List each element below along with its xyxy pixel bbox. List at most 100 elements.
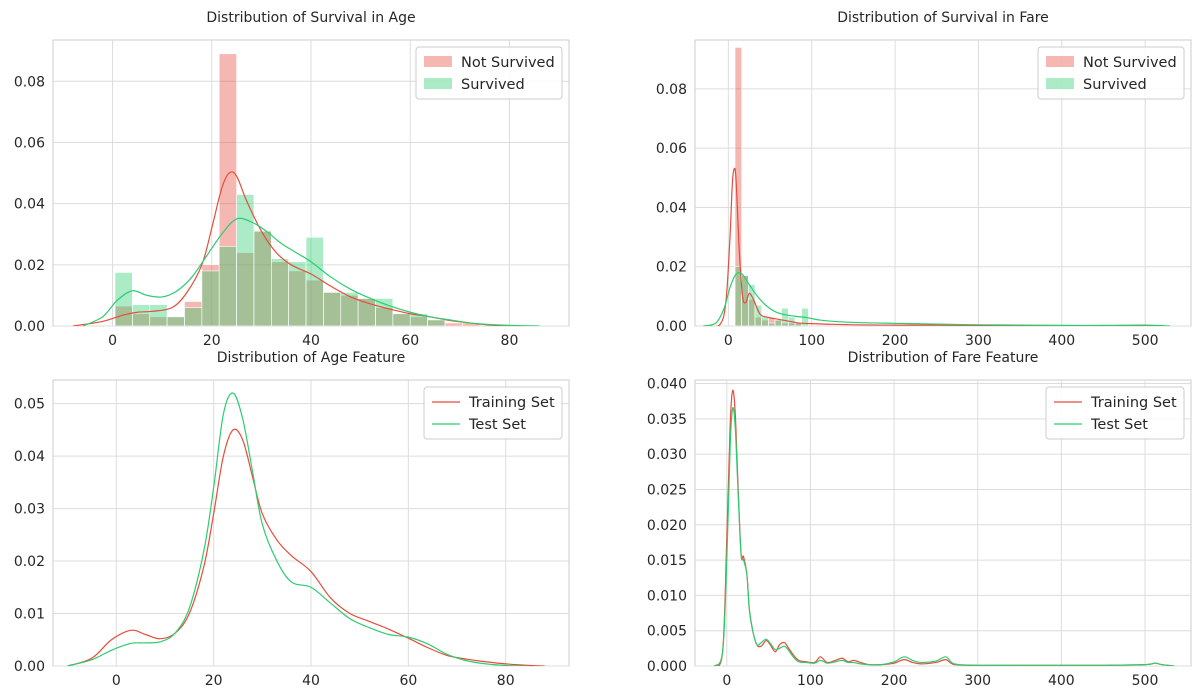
chart-title: Distribution of Survival in Fare [837, 10, 1049, 26]
histogram-bar-survived [427, 319, 446, 326]
plot-marks [67, 392, 545, 666]
y-tick-label: 0.04 [656, 200, 687, 216]
x-tick-label: 60 [399, 673, 417, 689]
plot-marks [713, 389, 1175, 666]
histogram-bar-survived [340, 292, 359, 326]
chart-fare-survival: Distribution of Survival in Fare 0 100 200 3… [656, 10, 1192, 349]
legend: Training Set Test Set [423, 386, 563, 440]
legend-swatch [424, 56, 452, 67]
series-line-training-set [67, 428, 545, 666]
histogram-bar-survived [761, 316, 769, 326]
histogram-bar-survived [288, 261, 307, 326]
legend-box [415, 46, 563, 100]
histogram-bar-survived [774, 319, 782, 326]
legend-swatch [1046, 56, 1074, 67]
legend-label: Test Set [1090, 417, 1148, 433]
chart-age-survival: Distribution of Survival in Age 0 20 40 60 80… [14, 10, 570, 349]
histogram-bar-survived [768, 322, 776, 326]
series-line-test-set [67, 392, 526, 666]
y-tick-label: 0.04 [14, 449, 45, 465]
legend: Not Survived Survived [415, 46, 563, 100]
histogram-bar-survived [375, 298, 394, 326]
y-tick-label: 0.05 [14, 397, 45, 413]
x-tick-label: 0 [108, 333, 117, 349]
x-tick-label: 100 [798, 333, 825, 349]
x-tick-label: 200 [882, 333, 909, 349]
histogram-bar-survived [271, 258, 289, 326]
y-tick-label: 0.06 [14, 135, 45, 151]
x-tick-label: 400 [1048, 673, 1075, 689]
legend-label: Not Survived [1083, 55, 1177, 71]
y-tick-label: 0.02 [14, 554, 45, 570]
histogram-bar-survived [149, 304, 168, 326]
x-tick-label: 500 [1132, 333, 1159, 349]
y-tick-label: 0.04 [14, 197, 45, 213]
chart-title: Distribution of Age Feature [217, 350, 406, 366]
histogram-bar-survived [166, 316, 185, 326]
y-tick-label: 0.020 [647, 518, 687, 534]
y-tick-label: 0.00 [14, 659, 45, 675]
legend-box [1045, 386, 1185, 440]
y-tick-label: 0.02 [14, 258, 45, 274]
legend-label: Survived [1083, 77, 1147, 93]
y-tick-label: 0.03 [14, 502, 45, 518]
y-tick-label: 0.005 [647, 624, 687, 640]
histogram-bar-survived [132, 304, 151, 326]
histogram-bar-survived [305, 236, 324, 326]
x-tick-label: 20 [205, 673, 223, 689]
x-tick-label: 0 [724, 333, 733, 349]
chart-fare-feature: Distribution of Fare Feature 0 100 200 300 40… [647, 350, 1192, 689]
histogram-bar-survived [392, 313, 411, 326]
legend-label: Training Set [468, 395, 555, 411]
y-tick-label: 0.025 [647, 482, 687, 498]
x-tick-label: 80 [497, 673, 515, 689]
y-tick-label: 0.01 [14, 607, 45, 623]
x-tick-label: 100 [797, 673, 824, 689]
legend-label: Not Survived [461, 55, 555, 71]
legend-swatch [424, 78, 452, 89]
y-tick-label: 0.015 [647, 553, 687, 569]
y-tick-label: 0.00 [14, 319, 45, 335]
legend-label: Training Set [1090, 395, 1177, 411]
x-tick-label: 0 [722, 673, 731, 689]
x-tick-label: 300 [964, 673, 991, 689]
x-tick-label: 60 [401, 333, 419, 349]
x-tick-label: 500 [1132, 673, 1159, 689]
chart-age-feature: Distribution of Age Feature 0 20 40 60 80 0.00… [14, 350, 570, 689]
x-tick-label: 40 [302, 333, 320, 349]
histogram-bar-survived [236, 194, 255, 326]
x-tick-label: 200 [881, 673, 908, 689]
x-tick-label: 400 [1048, 333, 1075, 349]
chart-title: Distribution of Survival in Age [206, 10, 415, 26]
y-tick-label: 0.000 [647, 659, 687, 675]
histogram-bar-survived [253, 230, 272, 326]
legend-label: Survived [461, 77, 525, 93]
x-tick-label: 20 [203, 333, 221, 349]
legend-label: Test Set [468, 417, 526, 433]
y-tick-label: 0.02 [656, 260, 687, 276]
legend-box [1037, 46, 1185, 100]
y-tick-label: 0.010 [647, 588, 687, 604]
legend: Not Survived Survived [1037, 46, 1185, 100]
x-tick-label: 0 [112, 673, 121, 689]
x-tick-label: 80 [501, 333, 519, 349]
x-tick-label: 40 [302, 673, 320, 689]
chart-title: Distribution of Fare Feature [848, 350, 1039, 366]
kde-line-survived [82, 217, 540, 326]
histogram-bar-survived [323, 292, 342, 326]
histogram-bar-survived [114, 272, 133, 326]
histogram-bar-survived [201, 270, 220, 326]
y-tick-label: 0.06 [656, 141, 687, 157]
plot-marks [703, 47, 1171, 326]
y-tick-label: 0.08 [656, 82, 687, 98]
histogram-bar-survived [218, 246, 237, 326]
y-tick-label: 0.035 [647, 412, 687, 428]
plot-marks [72, 53, 540, 326]
y-tick-label: 0.030 [647, 447, 687, 463]
histogram-bar-survived [781, 307, 789, 326]
x-tick-label: 300 [965, 333, 992, 349]
histogram-bar-not-survived [444, 322, 463, 326]
y-tick-label: 0.08 [14, 74, 45, 90]
kde-line-survived [703, 272, 1171, 326]
